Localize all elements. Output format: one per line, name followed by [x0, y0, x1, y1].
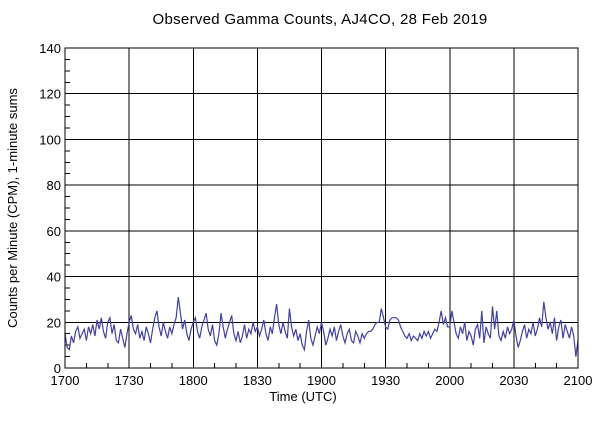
y-tick-label: 20: [47, 315, 61, 330]
x-tick-label: 1800: [179, 373, 208, 388]
y-tick-label: 0: [54, 361, 61, 376]
y-axis-label: Counts per Minute (CPM), 1-minute sums: [5, 88, 20, 328]
y-tick-label: 40: [47, 270, 61, 285]
chart-title: Observed Gamma Counts, AJ4CO, 28 Feb 201…: [153, 11, 488, 28]
x-tick-label: 1930: [371, 373, 400, 388]
grid-lines: [65, 48, 578, 368]
plot-frame: [64, 47, 579, 369]
y-tick-label: 60: [47, 224, 61, 239]
y-tick-label: 80: [47, 178, 61, 193]
x-axis-label: Time (UTC): [269, 389, 336, 404]
x-tick-label: 1830: [243, 373, 272, 388]
y-tick-label: 140: [39, 41, 61, 56]
x-tick-label: 2000: [435, 373, 464, 388]
y-tick-label: 100: [39, 132, 61, 147]
x-tick-label: 1730: [115, 373, 144, 388]
x-tick-label: 2030: [499, 373, 528, 388]
x-tick-label: 2100: [564, 373, 593, 388]
gamma-counts-series-line: [64, 297, 579, 357]
y-tick-label: 120: [39, 87, 61, 102]
axis-minor-ticks: [65, 58, 558, 368]
x-tick-label: 1700: [51, 373, 80, 388]
x-tick-label: 1900: [307, 373, 336, 388]
